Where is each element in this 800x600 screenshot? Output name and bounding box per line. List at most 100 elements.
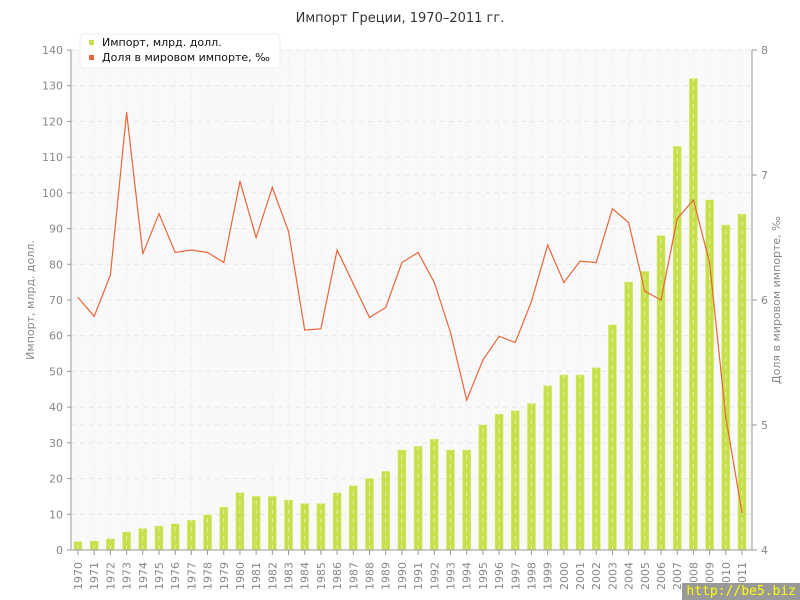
x-tick-label: 1984 (299, 562, 312, 590)
x-tick-label: 1982 (266, 562, 279, 590)
y-tick-label: 30 (49, 437, 63, 450)
x-tick-label: 1996 (493, 562, 506, 590)
x-tick-label: 1988 (364, 562, 377, 590)
line-point (530, 300, 533, 302)
line-point (579, 260, 581, 262)
chart-title: Импорт Греции, 1970–2011 гг. (296, 11, 505, 26)
line-point (77, 296, 79, 299)
y-axis-label: Импорт, млрд. долл. (24, 240, 37, 360)
y-tick-label: 50 (49, 365, 63, 378)
y2-tick-label: 5 (761, 419, 768, 432)
legend-marker-bars (89, 40, 94, 45)
line-point (417, 251, 419, 254)
x-tick-label: 2002 (590, 562, 603, 590)
x-tick-label: 1976 (169, 562, 182, 590)
line-point (449, 331, 452, 334)
y-tick-label: 20 (49, 473, 63, 486)
x-tick-label: 1992 (428, 562, 441, 590)
line-point (628, 221, 630, 224)
x-tick-label: 1999 (542, 562, 555, 590)
line-point (433, 281, 435, 284)
x-tick-label: 1979 (218, 562, 231, 590)
x-tick-label: 1993 (444, 562, 457, 590)
line-point (142, 253, 144, 255)
x-tick-label: 2007 (671, 562, 684, 590)
legend-box (79, 33, 281, 69)
x-tick-label: 1973 (121, 562, 134, 590)
y-tick-label: 140 (42, 44, 63, 57)
x-tick-label: 1998 (525, 562, 538, 590)
line-point (271, 186, 273, 189)
x-tick-label: 1971 (88, 562, 101, 590)
line-point (93, 315, 95, 317)
y-tick-label: 40 (49, 401, 63, 414)
y-tick-label: 80 (49, 258, 63, 271)
x-tick-label: 1986 (331, 562, 344, 590)
x-tick-label: 2005 (639, 562, 652, 590)
y-tick-label: 120 (42, 115, 63, 128)
x-tick-label: 1995 (477, 562, 490, 590)
line-point (563, 281, 565, 284)
line-point (466, 399, 468, 401)
x-tick-label: 1989 (380, 562, 393, 590)
line-point (401, 261, 403, 264)
x-tick-label: 1970 (72, 562, 85, 590)
x-tick-label: 2006 (655, 562, 668, 590)
x-tick-label: 1972 (104, 562, 117, 590)
x-tick-label: 2003 (606, 562, 619, 590)
line-point (547, 244, 549, 246)
line-point (287, 230, 290, 232)
line-series (77, 111, 743, 514)
line-point (109, 274, 111, 276)
y-tick-label: 60 (49, 330, 63, 343)
line-point (190, 249, 192, 251)
y-tick-label: 100 (42, 187, 63, 200)
line-point (498, 335, 500, 337)
line-point (595, 261, 597, 264)
line-point (206, 251, 209, 254)
y2-tick-label: 8 (761, 44, 768, 57)
line-point (514, 341, 516, 344)
line-point (158, 213, 160, 215)
line-point (725, 416, 727, 419)
x-tick-label: 1994 (461, 562, 474, 590)
x-tick-label: 2000 (558, 562, 571, 590)
line-point (368, 316, 371, 319)
line-point (304, 329, 306, 331)
legend-label-line: Доля в мировом импорте, ‰ (102, 51, 270, 64)
y-tick-label: 130 (42, 80, 63, 93)
bar (413, 446, 423, 551)
x-tick-label: 1990 (396, 562, 409, 590)
x-tick-label: 1997 (509, 562, 522, 590)
y-tick-label: 10 (49, 508, 63, 521)
x-tick-label: 1980 (234, 562, 247, 590)
line-point (336, 249, 338, 251)
x-tick-label: 1977 (185, 562, 198, 590)
line-point (482, 359, 484, 361)
line-path (77, 112, 743, 513)
x-tick-label: 1974 (137, 562, 150, 590)
line-point (352, 283, 354, 285)
y2-tick-label: 6 (761, 294, 768, 307)
y2-tick-label: 4 (761, 544, 768, 557)
line-point (174, 251, 176, 254)
line-point (255, 236, 257, 239)
x-tick-label: 1978 (202, 562, 215, 590)
line-point (611, 208, 614, 210)
legend-label-bars: Импорт, млрд. долл. (102, 36, 222, 49)
x-tick-label: 1991 (412, 562, 425, 590)
x-tick-label: 1985 (315, 562, 328, 590)
line-point (709, 261, 711, 264)
x-tick-label: 1983 (283, 562, 296, 590)
x-tick-label: 2004 (623, 562, 636, 590)
bar (284, 499, 293, 551)
y-tick-label: 90 (49, 223, 63, 236)
legend-marker-line (89, 55, 94, 60)
x-tick-label: 2001 (574, 562, 587, 590)
y2-tick-label: 7 (761, 169, 768, 182)
x-tick-label: 1975 (153, 562, 166, 590)
watermark: http://be5.biz (682, 583, 800, 600)
y2-axis-label: Доля в мировом импорте, ‰ (770, 216, 783, 384)
